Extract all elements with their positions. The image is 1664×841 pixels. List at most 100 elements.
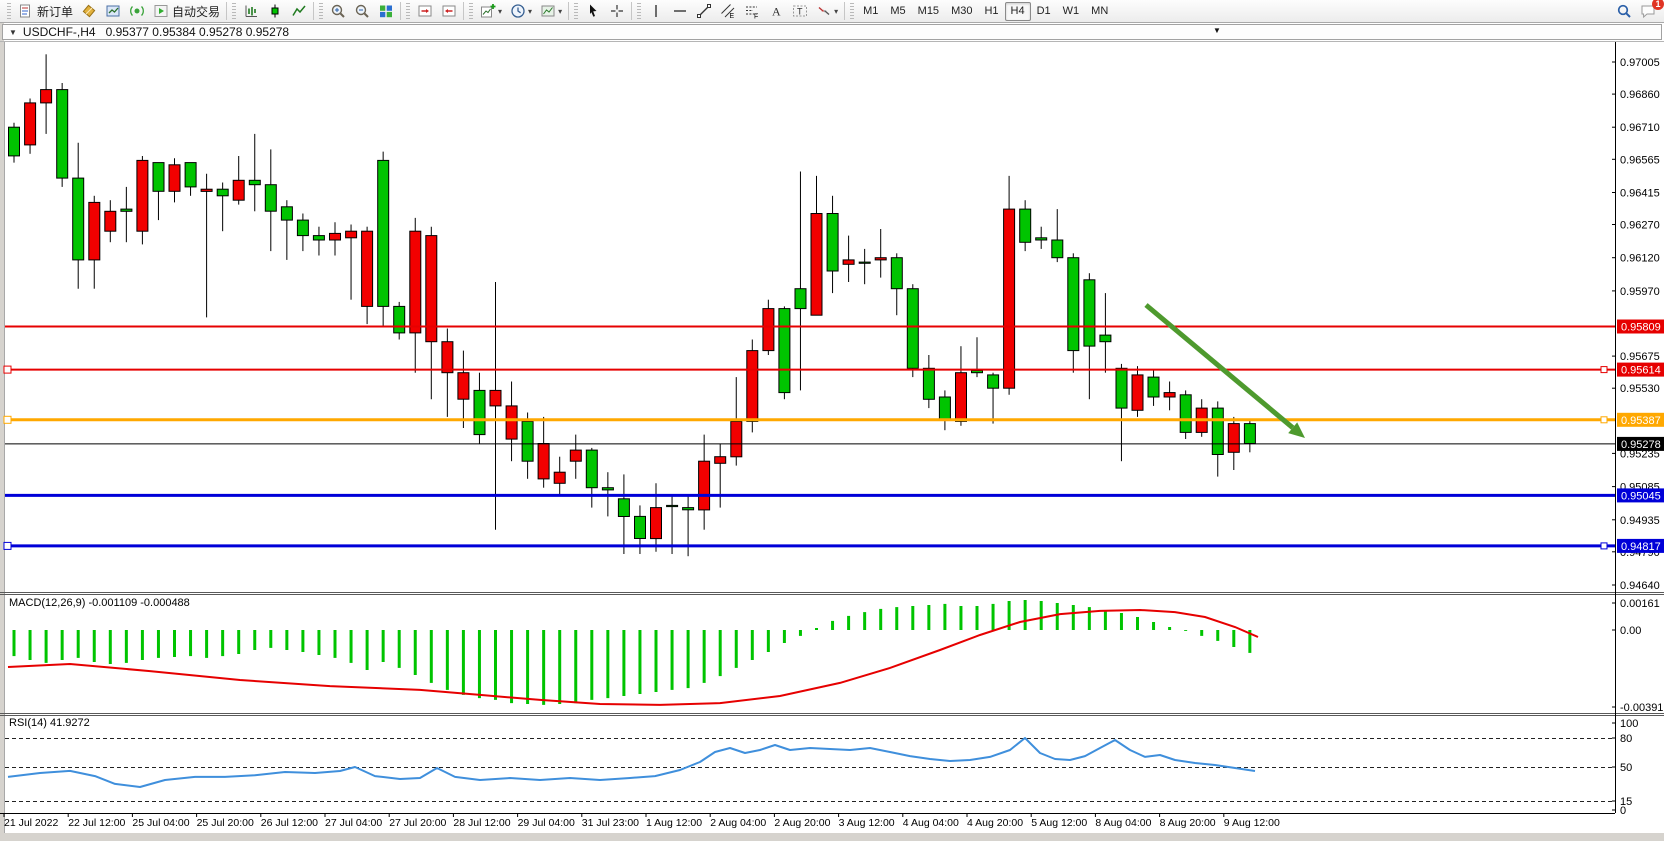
svg-text:8 Aug 04:00: 8 Aug 04:00 [1095,817,1151,829]
toolbar-separator [568,2,570,20]
svg-text:0.95530: 0.95530 [1620,383,1660,395]
svg-text:80: 80 [1620,733,1632,745]
svg-text:3 Aug 12:00: 3 Aug 12:00 [839,817,895,829]
svg-text:0.00: 0.00 [1620,625,1641,637]
auto-trading-button[interactable]: 自动交易 [149,1,224,21]
svg-text:100: 100 [1620,718,1638,730]
clock-icon [510,3,526,19]
svg-text:15: 15 [1620,796,1632,808]
arrows-icon [816,3,832,19]
template-icon [540,3,556,19]
svg-text:0.95387: 0.95387 [1621,415,1661,427]
toolbar-grip [574,3,579,19]
svg-text:0.96120: 0.96120 [1620,253,1660,265]
toolbar-grip [7,3,11,19]
svg-text:2 Aug 20:00: 2 Aug 20:00 [774,817,830,829]
deposit-button[interactable] [77,1,101,21]
bar-chart-button[interactable] [239,1,263,21]
chevron-down-icon[interactable]: ▾ [834,6,839,16]
vertical-line-button[interactable] [644,1,668,21]
auto-trading-button-label: 自动交易 [172,4,221,19]
chart-dropdown-icon[interactable]: ▼ [9,27,17,37]
new-order-button[interactable]: 新订单 [14,1,77,21]
new-order-button-label: 新订单 [37,4,74,19]
svg-text:26 Jul 12:00: 26 Jul 12:00 [261,817,318,829]
candlestick-button[interactable] [263,1,287,21]
channel-button[interactable]: E [716,1,740,21]
chart-symbol-timeframe: USDCHF-,H4 [22,25,96,39]
line-chart-button[interactable] [287,1,311,21]
timeframe-h4-button[interactable]: H4 [1004,1,1031,21]
svg-text:0.96270: 0.96270 [1620,220,1660,232]
chat-button[interactable]: 1 [1636,0,1664,21]
timeframe-mn-button[interactable]: MN [1091,5,1109,17]
chart-ohlc-values: 0.95377 0.95384 0.95278 0.95278 [105,25,290,39]
new-chart-button[interactable]: ▾ [476,1,506,21]
channel-icon: E [720,3,736,19]
svg-text:0.95235: 0.95235 [1620,448,1660,460]
chart-title-bar: ▼ USDCHF-,H4 0.95377 0.95384 0.95278 0.9… [2,24,1662,40]
timeframe-w1-button[interactable]: W1 [1062,5,1080,17]
zoom-in-button[interactable] [326,1,350,21]
signals-button[interactable] [125,1,149,21]
svg-text:0.96415: 0.96415 [1620,188,1660,200]
svg-text:28 Jul 12:00: 28 Jul 12:00 [453,817,510,829]
svg-text:0.97005: 0.97005 [1620,57,1660,69]
timeframe-h1-button[interactable]: H1 [984,5,999,17]
timeframe-m1-button[interactable]: M1 [863,5,879,17]
toolbar-separator [463,2,465,20]
arrange-profile2-button[interactable] [437,1,461,21]
svg-text:4 Aug 04:00: 4 Aug 04:00 [903,817,959,829]
arrange-profile-button[interactable] [413,1,437,21]
tile-windows-button[interactable] [374,1,398,21]
chart-window-icon [105,3,121,19]
svg-text:A: A [772,5,781,19]
timeframe-d1-button[interactable]: D1 [1036,5,1051,17]
signal-icon [129,3,145,19]
template-button[interactable]: ▾ [536,1,566,21]
toolbar-separator [844,2,846,20]
toolbar-grip [637,3,642,19]
chevron-down-icon[interactable]: ▾ [558,6,563,16]
svg-text:2 Aug 04:00: 2 Aug 04:00 [710,817,766,829]
text-label-icon: T [792,3,808,19]
zoom-out-button[interactable] [350,1,374,21]
period-button[interactable]: ▾ [506,1,536,21]
window-menu-icon[interactable]: ▼ [1213,26,1221,35]
timeframe-m15-button[interactable]: M15 [917,5,940,17]
svg-text:0.94640: 0.94640 [1620,580,1660,592]
bar-chart-icon [243,3,259,19]
text-label-button[interactable]: T [788,1,812,21]
text-button[interactable]: A [764,1,788,21]
vline-icon [648,3,664,19]
chevron-down-icon[interactable]: ▾ [528,6,533,16]
svg-text:0.00161: 0.00161 [1620,598,1660,610]
svg-text:1 Aug 12:00: 1 Aug 12:00 [646,817,702,829]
trendline-icon [696,3,712,19]
svg-text:0: 0 [1620,805,1626,817]
svg-text:22 Jul 12:00: 22 Jul 12:00 [68,817,125,829]
hline-icon [672,3,688,19]
search-button[interactable] [1612,1,1636,21]
toolbar-grip [469,3,474,19]
profile-left-icon [417,3,433,19]
line-chart-icon [291,3,307,19]
horizontal-line-button[interactable] [668,1,692,21]
cursor-button[interactable] [581,1,605,21]
toolbar-grip [232,3,237,19]
timeframe-m30-button[interactable]: M30 [951,5,973,17]
profile-right-icon [441,3,457,19]
timeframe-m5-button[interactable]: M5 [890,5,906,17]
toolbar-separator [226,2,228,20]
fibonacci-button[interactable]: F [740,1,764,21]
zoom-out-icon [354,3,370,19]
arrows-button[interactable]: ▾ [812,1,842,21]
svg-text:8 Aug 20:00: 8 Aug 20:00 [1160,817,1216,829]
play-icon [153,3,169,19]
chevron-down-icon[interactable]: ▾ [498,6,503,16]
charts-window-button[interactable] [101,1,125,21]
crosshair-button[interactable] [605,1,629,21]
trendline-button[interactable] [692,1,716,21]
text-icon: A [768,3,784,19]
